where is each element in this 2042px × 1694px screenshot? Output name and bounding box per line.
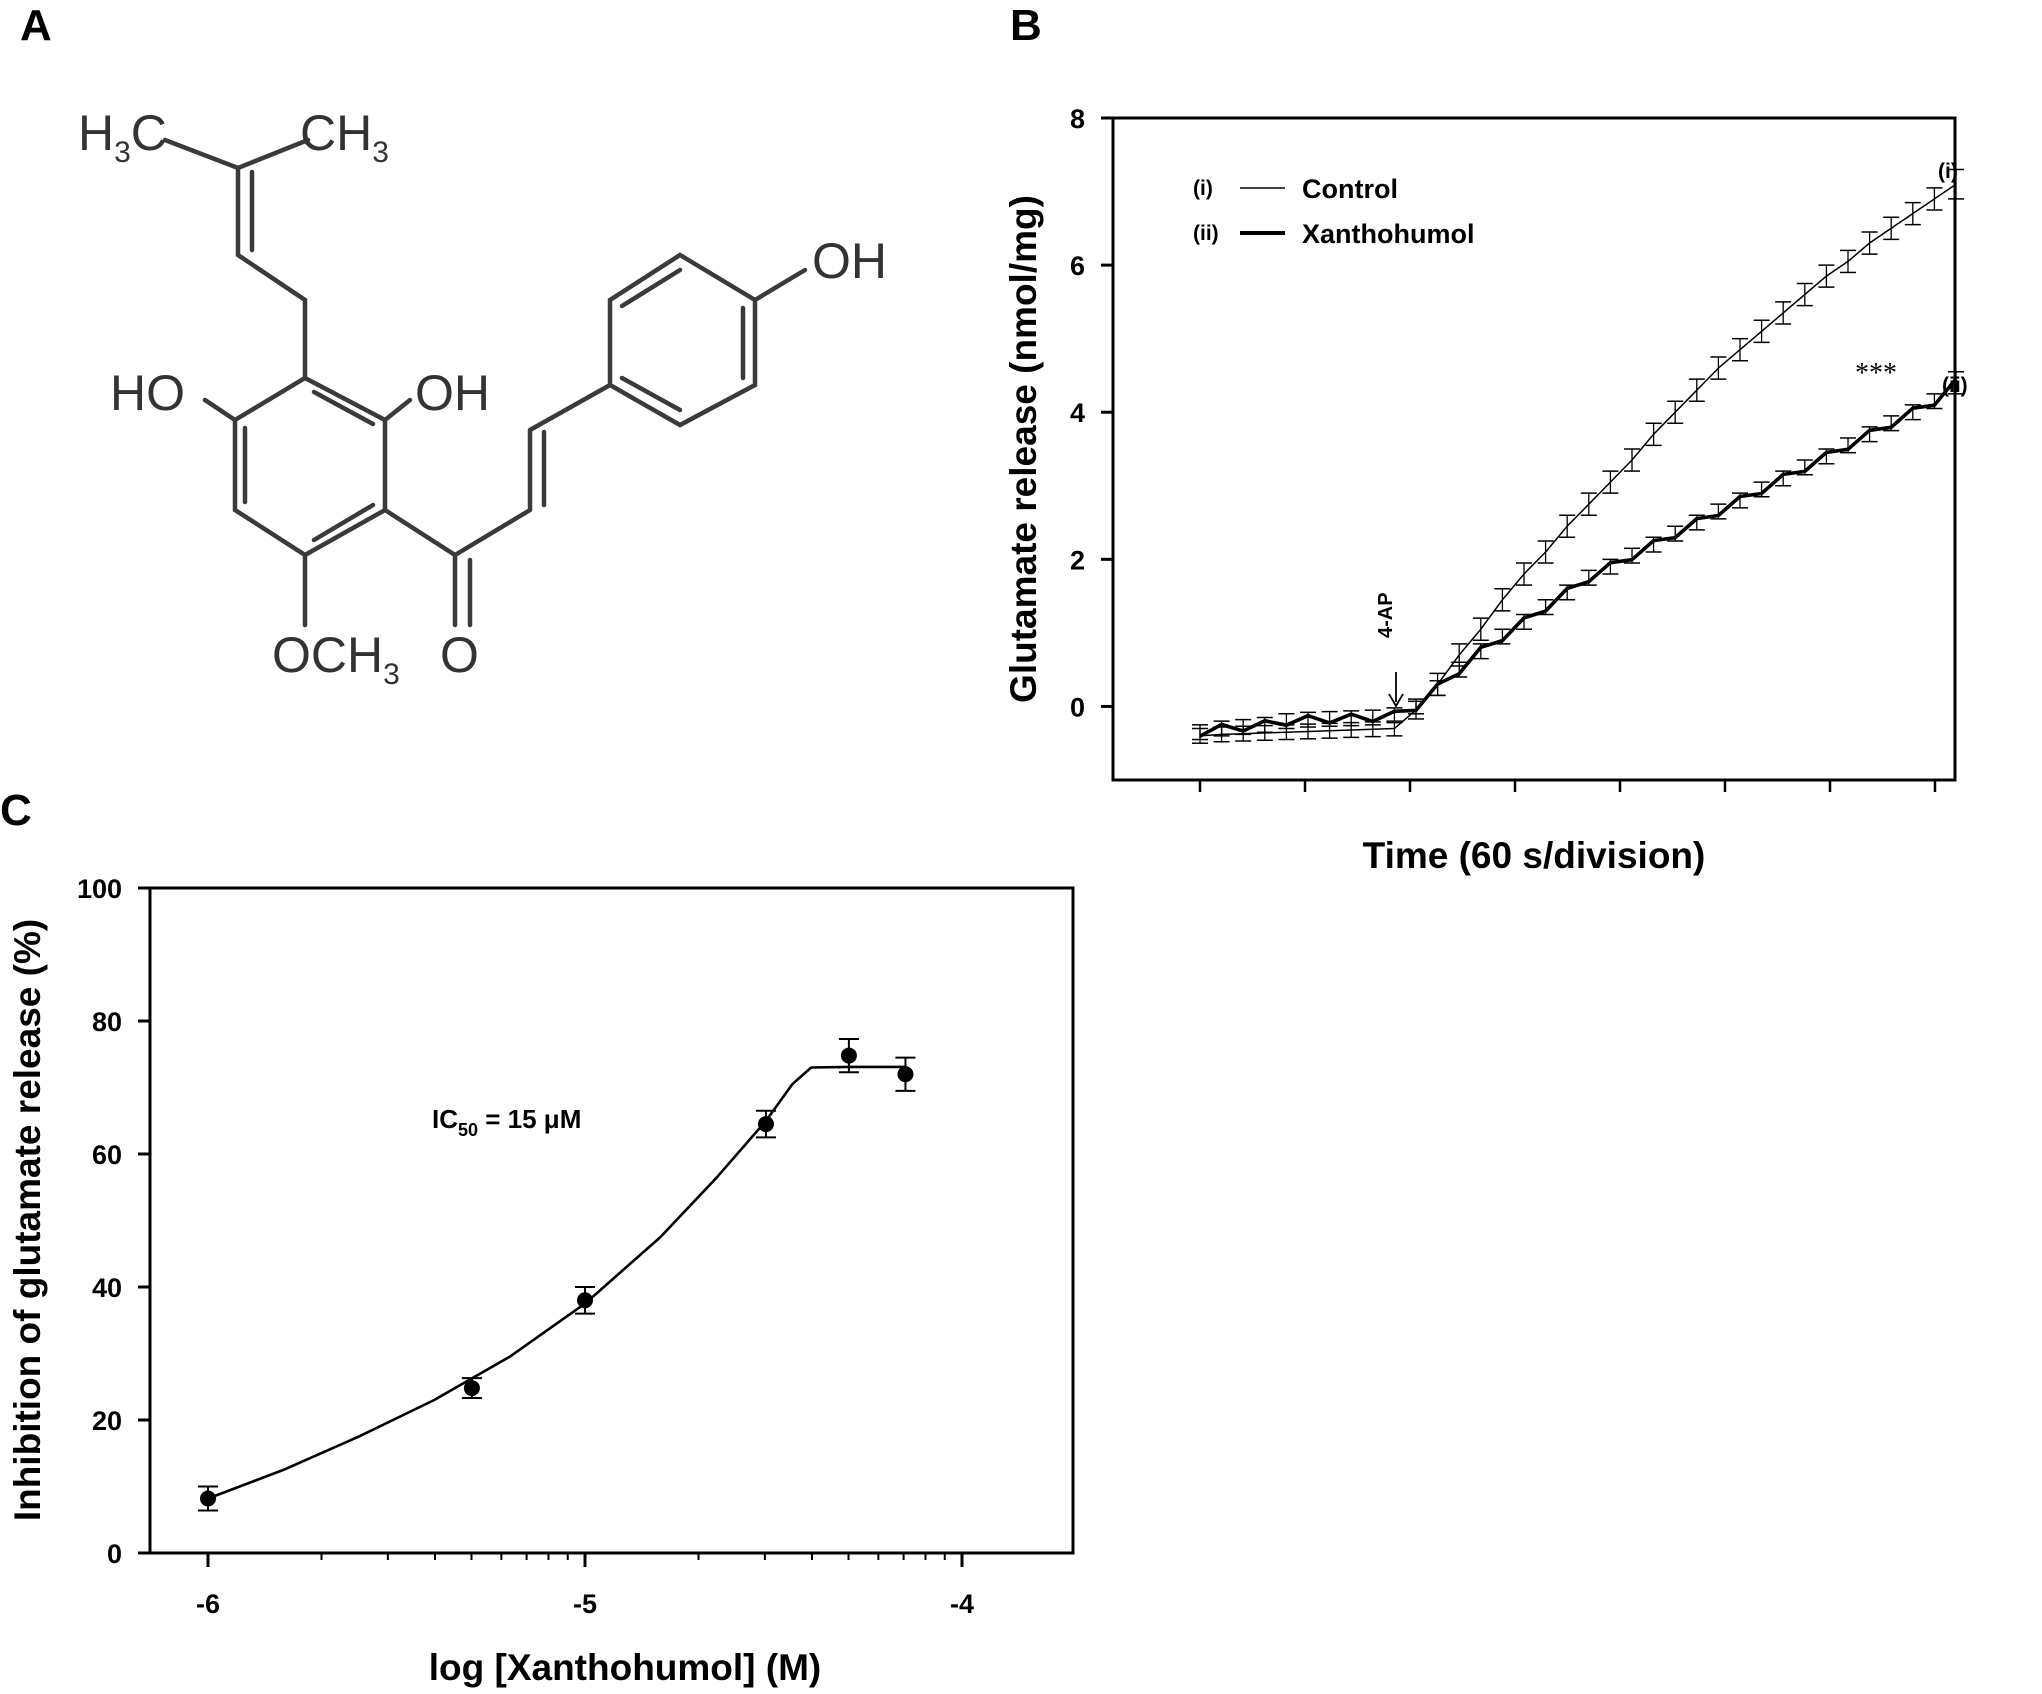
data-point xyxy=(577,1292,593,1309)
ring-b xyxy=(607,252,758,428)
bond-oh-mid xyxy=(382,397,413,423)
significance-marker: *** xyxy=(1855,358,1897,389)
label-oh-mid: OH xyxy=(415,365,490,421)
data-point xyxy=(897,1066,914,1083)
data-point xyxy=(840,1047,857,1064)
data-point xyxy=(757,1116,774,1133)
legend-key-ii: (ii) xyxy=(1193,222,1219,245)
bond-carbonyl xyxy=(382,382,613,628)
data-point xyxy=(200,1490,216,1507)
series-lines-b xyxy=(1199,183,1958,738)
y-tick-label-c: 80 xyxy=(92,1007,122,1037)
label-oh-top: OH xyxy=(812,233,887,289)
y-tick-label-c: 100 xyxy=(77,874,122,904)
panel-label-a: A xyxy=(20,1,52,50)
x-axis-title-c: log [Xanthohumol] (M) xyxy=(429,1647,822,1688)
bond-prenyl xyxy=(162,137,311,381)
ring-a xyxy=(232,375,388,558)
data-point-group xyxy=(575,1286,595,1315)
panel-c: C 0 20 40 60 80 100 -6 -5 -4 log [Xanthohumol] … xyxy=(0,786,1075,1688)
series-end-label-i: (i) xyxy=(1938,160,1958,183)
panel-b: B 0 2 4 6 8 Time (60 s/division) Glutamate r… xyxy=(1003,1,1968,876)
y-tick-label-b: 8 xyxy=(1070,104,1085,134)
y-tick-label-b: 4 xyxy=(1070,398,1085,428)
bond-oh-left xyxy=(202,397,238,423)
legend-label-xanthohumol: Xanthohumol xyxy=(1302,219,1474,249)
data-point xyxy=(463,1380,480,1397)
data-point-group xyxy=(755,1109,776,1139)
data-points-c xyxy=(198,1037,916,1512)
y-tick-label-b: 0 xyxy=(1070,692,1085,722)
y-tick-label-c: 40 xyxy=(92,1273,122,1303)
label-ch3: CH3 xyxy=(300,105,389,169)
plot-frame-b xyxy=(1111,116,1957,782)
y-tick-label-b: 2 xyxy=(1070,545,1085,575)
panel-a: A H3C CH3 OH HO OH OCH3 O xyxy=(20,1,887,691)
y-axis-title-b: Glutamate release (nmol/mg) xyxy=(1003,195,1044,703)
y-tick-label-c: 20 xyxy=(92,1406,122,1436)
arrow-down-icon xyxy=(1388,693,1404,708)
series-end-label-ii: (ii) xyxy=(1942,374,1968,397)
fit-curve-line xyxy=(207,1065,906,1500)
data-point-group xyxy=(838,1037,859,1074)
xanthohumol-structure xyxy=(162,137,808,628)
fit-curve-c xyxy=(207,1065,906,1500)
ic50-annotation: IC50 = 15 μM xyxy=(432,1104,581,1140)
label-ho-left: HO xyxy=(110,365,185,421)
error-bar xyxy=(1192,724,1208,741)
ring-b-double-bonds xyxy=(619,267,746,413)
x-axis-title-b: Time (60 s/division) xyxy=(1363,835,1706,876)
y-axis-b: 0 2 4 6 8 xyxy=(1070,104,1113,722)
y-axis-title-c: Inhibition of glutamate release (%) xyxy=(7,919,48,1521)
plot-frame-c xyxy=(148,886,1075,1555)
bond-oh-top xyxy=(752,267,808,303)
y-axis-c: 0 20 40 60 80 100 xyxy=(77,874,150,1569)
error-bars-b xyxy=(1192,168,1964,744)
series-line-control xyxy=(1199,183,1957,737)
label-h3c: H3C xyxy=(78,105,167,169)
panel-label-c: C xyxy=(0,786,32,835)
legend-b: (i) Control (ii) Xanthohumol xyxy=(1193,174,1474,249)
annotation-4ap: 4-AP xyxy=(1375,592,1404,708)
data-point-group xyxy=(461,1377,482,1400)
y-tick-label-c: 0 xyxy=(107,1539,122,1569)
annotation-4ap-label: 4-AP xyxy=(1375,592,1397,638)
series-line-xanthohumol xyxy=(1199,377,1958,738)
panel-label-b: B xyxy=(1010,1,1042,50)
y-tick-label-c: 60 xyxy=(92,1140,122,1170)
data-point-group xyxy=(895,1056,916,1092)
x-axis-c: -6 -5 -4 xyxy=(196,1553,974,1619)
data-point-group xyxy=(198,1485,218,1512)
label-och3: OCH3 xyxy=(272,627,400,691)
legend-key-i: (i) xyxy=(1193,177,1213,200)
x-axis-b xyxy=(1198,780,1937,792)
error-bar xyxy=(1948,371,1964,395)
label-o: O xyxy=(440,627,479,683)
ring-a-double-bonds xyxy=(242,389,376,543)
x-tick-label-c: -5 xyxy=(573,1589,597,1619)
x-tick-label-c: -4 xyxy=(950,1589,974,1619)
y-tick-label-b: 6 xyxy=(1070,251,1085,281)
legend-label-control: Control xyxy=(1302,174,1398,204)
x-tick-label-c: -6 xyxy=(196,1589,220,1619)
